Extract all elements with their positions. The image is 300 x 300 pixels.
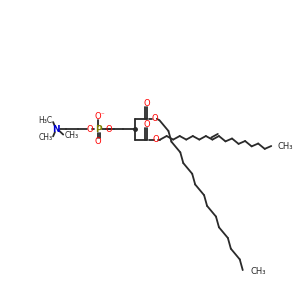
Text: O: O <box>151 114 158 123</box>
Text: CH₃: CH₃ <box>38 133 52 142</box>
Text: O: O <box>86 125 93 134</box>
Text: O: O <box>144 99 150 108</box>
Text: N: N <box>52 125 60 134</box>
Text: O: O <box>105 125 112 134</box>
Text: O: O <box>144 120 150 129</box>
Text: O: O <box>95 137 101 146</box>
Text: ⁻: ⁻ <box>101 112 105 118</box>
Text: CH₃: CH₃ <box>278 142 293 151</box>
Text: CH₃: CH₃ <box>65 131 79 140</box>
Text: CH₃: CH₃ <box>250 267 266 276</box>
Text: O: O <box>153 135 159 144</box>
Text: P: P <box>95 125 101 134</box>
Text: H₃C: H₃C <box>38 116 52 125</box>
Text: O: O <box>95 112 101 121</box>
